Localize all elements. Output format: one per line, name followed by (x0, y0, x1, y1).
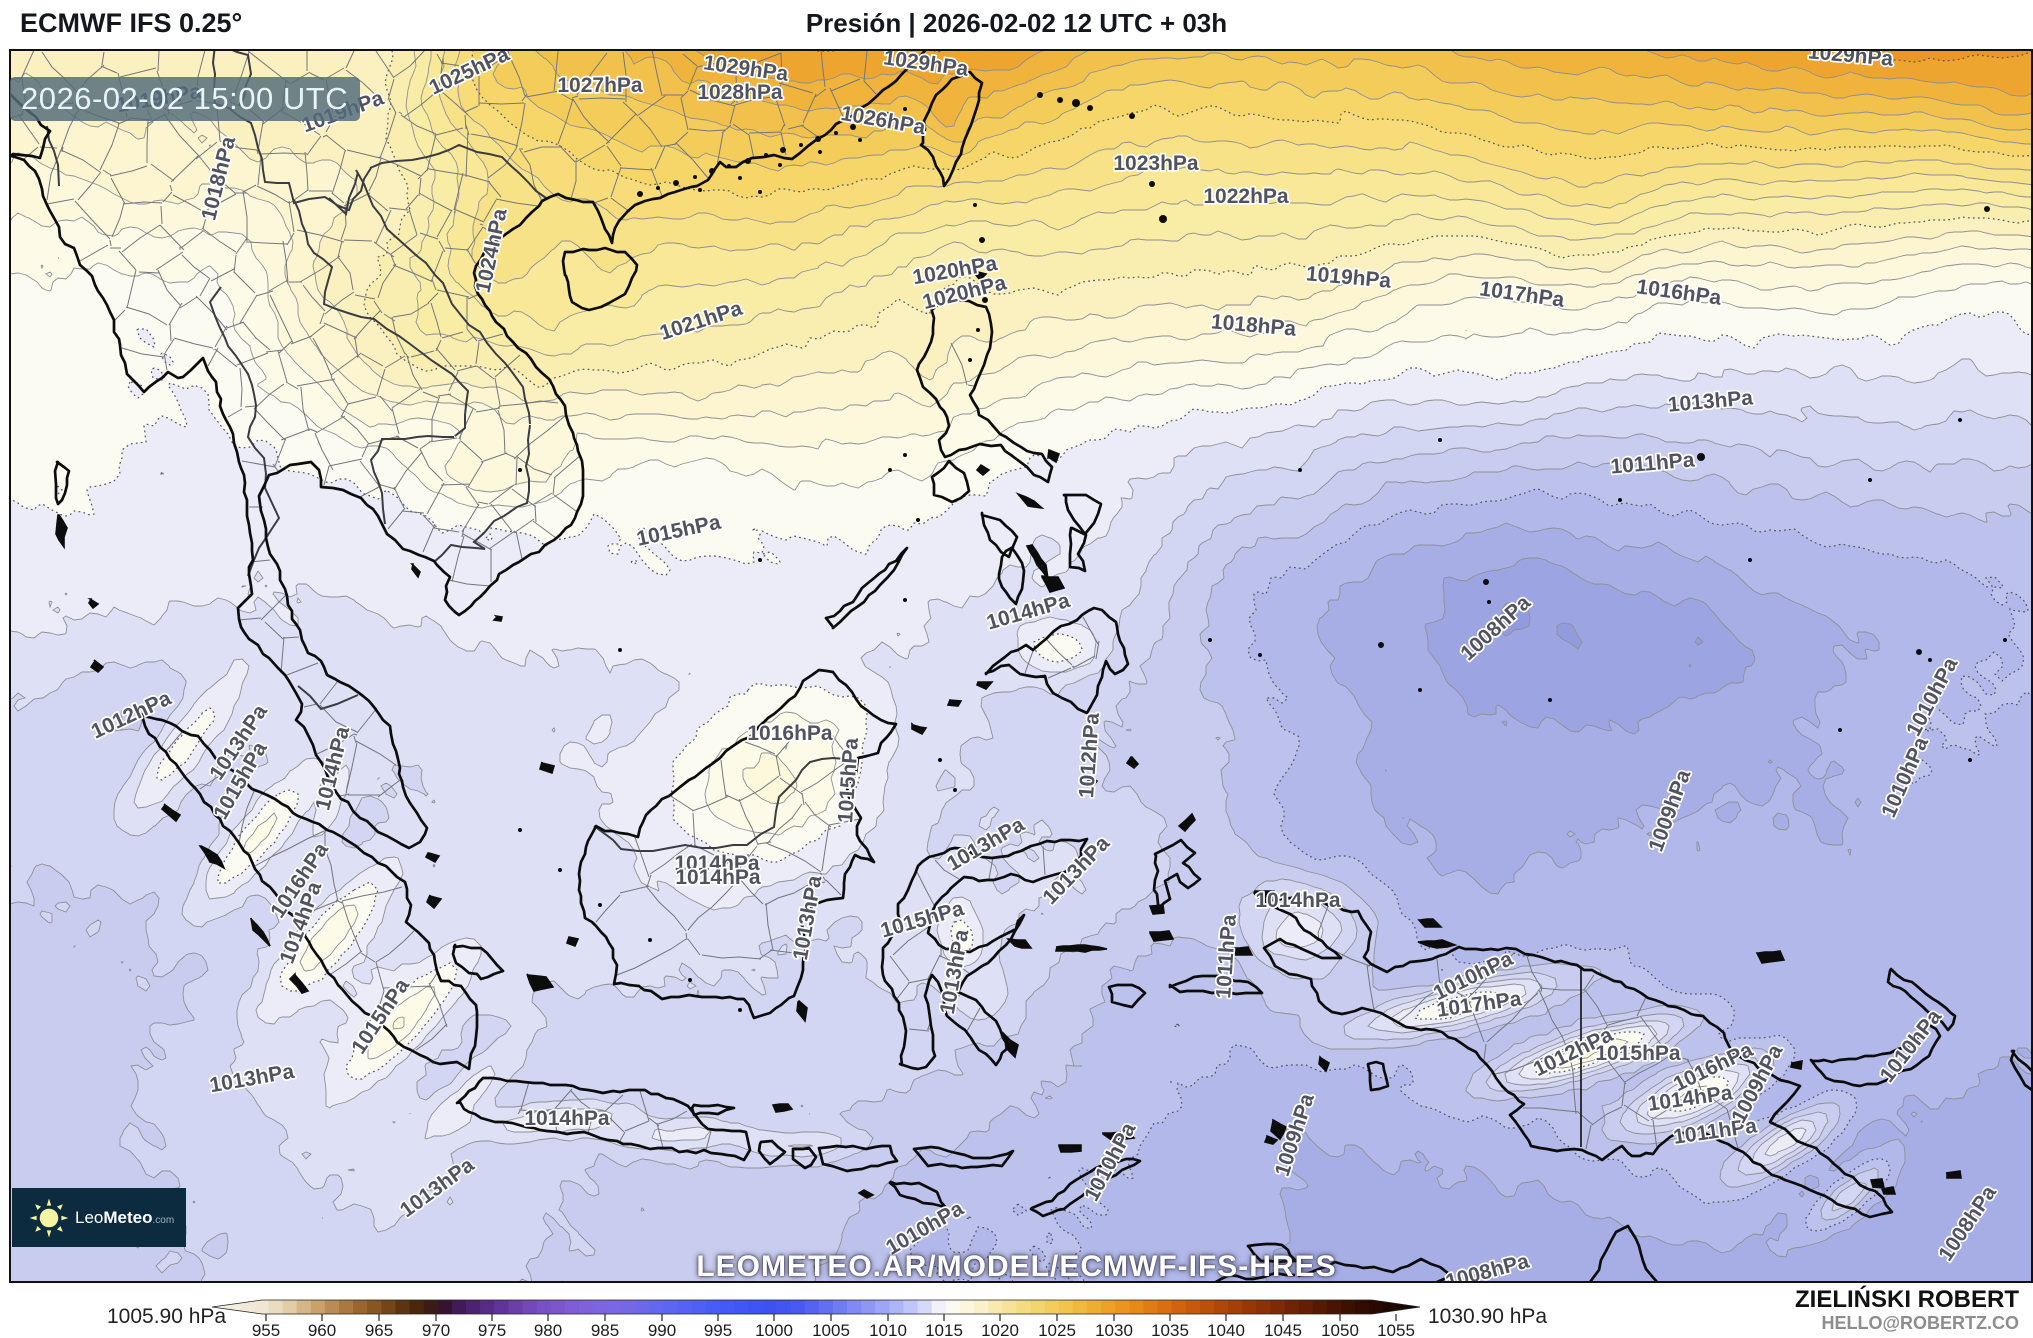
svg-text:1016hPa: 1016hPa (747, 722, 833, 745)
svg-text:1027hPa: 1027hPa (557, 74, 643, 97)
svg-text:1045: 1045 (1264, 1321, 1302, 1338)
svg-text:1035: 1035 (1151, 1321, 1189, 1338)
svg-text:1028hPa: 1028hPa (697, 81, 783, 104)
svg-text:1000: 1000 (755, 1321, 793, 1338)
svg-text:990: 990 (648, 1321, 676, 1338)
svg-text:970: 970 (422, 1321, 450, 1338)
svg-text:1025: 1025 (1038, 1321, 1076, 1338)
svg-text:980: 980 (534, 1321, 562, 1338)
svg-text:1040: 1040 (1207, 1321, 1245, 1338)
svg-text:1014hPa: 1014hPa (1255, 889, 1341, 912)
svg-text:1014hPa: 1014hPa (524, 1107, 610, 1130)
svg-text:985: 985 (591, 1321, 619, 1338)
svg-text:1010: 1010 (869, 1321, 907, 1338)
svg-text:1015hPa: 1015hPa (1595, 1042, 1681, 1065)
svg-text:965: 965 (365, 1321, 393, 1338)
svg-text:1023hPa: 1023hPa (1113, 152, 1199, 175)
svg-text:1020: 1020 (981, 1321, 1019, 1338)
svg-text:1014hPa: 1014hPa (675, 866, 761, 889)
svg-text:995: 995 (704, 1321, 732, 1338)
svg-text:1030: 1030 (1095, 1321, 1133, 1338)
svg-text:1022hPa: 1022hPa (1203, 185, 1289, 208)
svg-text:960: 960 (308, 1321, 336, 1338)
svg-text:1005: 1005 (812, 1321, 850, 1338)
svg-text:955: 955 (252, 1321, 280, 1338)
svg-text:1015: 1015 (925, 1321, 963, 1338)
svg-text:975: 975 (478, 1321, 506, 1338)
svg-text:1055: 1055 (1377, 1321, 1415, 1338)
svg-text:1050: 1050 (1321, 1321, 1359, 1338)
svg-text:1014hPa: 1014hPa (674, 852, 760, 875)
